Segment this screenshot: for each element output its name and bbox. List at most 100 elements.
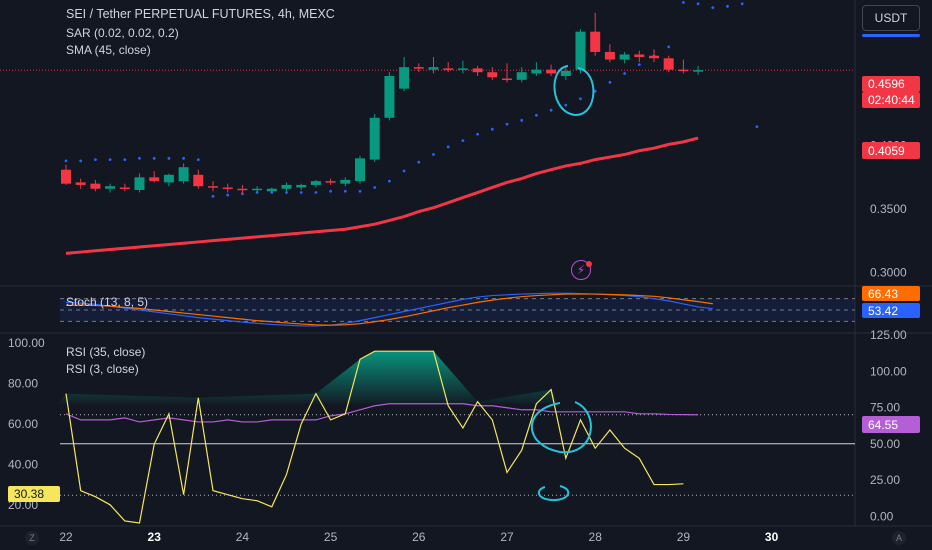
candle-body: [693, 70, 704, 72]
sar-dot: [490, 127, 494, 131]
candle-body: [296, 184, 307, 188]
sar-dot: [667, 45, 671, 49]
sar-dot: [196, 158, 200, 162]
sar-dot: [285, 191, 288, 194]
candle-body: [472, 68, 483, 73]
candle-body: [663, 58, 674, 70]
candle-body: [649, 55, 659, 59]
candle-body: [546, 69, 557, 74]
candle-body: [134, 177, 145, 190]
candle-body: [252, 188, 263, 191]
candle-body: [560, 70, 571, 76]
sar-dot: [358, 189, 362, 193]
sar-dot: [682, 1, 685, 4]
candle-body: [208, 186, 218, 188]
stoch-band-fill: [60, 298, 855, 322]
sar-dot: [535, 113, 538, 117]
rsi35-line: [65, 403, 699, 423]
rsi-right-tick-label: 125.00: [870, 328, 907, 342]
candle-body: [413, 67, 424, 69]
sar-dot: [711, 6, 715, 9]
candle-body: [634, 54, 645, 57]
sar-dot: [696, 2, 700, 6]
rsi-pane: [58, 350, 855, 524]
time-tick-label: 28: [589, 530, 603, 544]
candle-body: [443, 68, 454, 70]
sar-dot: [329, 189, 332, 193]
annotation-oval-rsi: [537, 485, 570, 502]
candle-body: [281, 184, 292, 189]
lightning-icon[interactable]: ⚡: [571, 260, 591, 280]
sar-dot: [505, 122, 509, 126]
sma-value-badge: 0.4059: [862, 142, 920, 159]
sar-dot: [520, 118, 524, 122]
sar-dot: [138, 156, 141, 160]
candle-body: [163, 174, 174, 183]
timezone-toggle[interactable]: Z: [25, 531, 39, 545]
sar-dot: [388, 179, 391, 183]
candle-body: [75, 182, 86, 185]
sar-dot: [211, 194, 215, 198]
time-tick-label: 30: [765, 530, 779, 544]
rsi3-badge: 30.38: [8, 486, 60, 502]
candle-body: [531, 69, 542, 74]
rsi-right-tick-label: 100.00: [870, 364, 907, 378]
last-price-badge: 0.4596: [862, 76, 920, 92]
sar-legend[interactable]: SAR (0.02, 0.02, 0.2): [66, 26, 179, 40]
candle-body: [355, 158, 365, 182]
stoch-d-badge: 66.43: [862, 286, 920, 301]
sar-dot: [314, 191, 318, 194]
rsi3-legend[interactable]: RSI (3, close): [66, 362, 139, 376]
candle-body: [90, 183, 101, 189]
currency-underline: [862, 34, 920, 37]
candle-body: [619, 54, 630, 60]
notification-dot: [586, 261, 592, 267]
stoch-pane: [60, 292, 855, 327]
sar-dot: [299, 191, 303, 194]
time-tick-label: 25: [324, 530, 338, 544]
candle-body: [149, 177, 160, 182]
auto-scale-toggle[interactable]: A: [892, 531, 906, 545]
sar-dot: [593, 89, 597, 93]
sar-dot: [64, 159, 68, 163]
candle-body: [575, 31, 586, 70]
sar-dot: [637, 63, 641, 66]
time-tick-label: 22: [59, 530, 73, 544]
rsi-left-tick-label: 60.00: [8, 417, 38, 431]
sar-dot: [549, 108, 553, 112]
sar-dot: [755, 125, 759, 129]
candle-body: [325, 181, 336, 183]
axes: 0.30000.35000.40000.45000.500020.0040.00…: [8, 12, 907, 544]
rsi35-legend[interactable]: RSI (35, close): [66, 345, 146, 359]
candle-body: [399, 67, 410, 89]
rsi-left-tick-label: 80.00: [8, 377, 38, 391]
rsi-left-tick-label: 40.00: [8, 457, 38, 471]
time-tick-label: 23: [148, 530, 162, 544]
sar-dot: [432, 153, 435, 156]
rsi-overbought-fill: [58, 351, 559, 404]
sar-dot: [182, 156, 186, 160]
rsi-right-tick-label: 0.00: [870, 509, 894, 523]
sar-dot: [726, 4, 729, 8]
candle-body: [604, 51, 615, 60]
sma-45-line: [65, 136, 699, 255]
candle-body: [384, 76, 395, 118]
sar-dot: [402, 169, 406, 173]
sar-dot: [123, 158, 127, 162]
time-tick-label: 26: [412, 530, 426, 544]
currency-button[interactable]: USDT: [862, 5, 920, 31]
sar-dot: [79, 159, 83, 163]
candle-body: [193, 174, 204, 187]
sar-dot: [152, 156, 156, 160]
candle-body: [105, 186, 116, 189]
symbol-title: SEI / Tether PERPETUAL FUTURES, 4h, MEXC: [66, 7, 335, 21]
rsi3-line: [65, 350, 684, 524]
sar-dot: [608, 80, 612, 84]
stoch-legend[interactable]: Stoch (13, 8, 5): [66, 295, 149, 309]
price-tick-label: 0.3000: [870, 265, 907, 279]
sar-dot: [740, 2, 744, 6]
countdown-badge: 02:40:44: [862, 92, 920, 108]
sma-legend[interactable]: SMA (45, close): [66, 43, 151, 57]
candle-body: [516, 72, 527, 80]
sar-dot: [446, 145, 450, 149]
